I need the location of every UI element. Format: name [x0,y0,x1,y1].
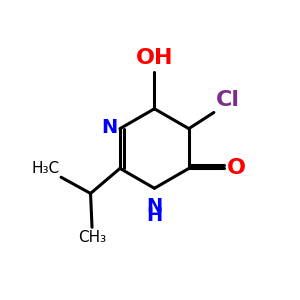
Text: N: N [146,197,163,216]
Text: H: H [146,206,163,225]
Text: O: O [227,158,246,178]
Text: OH: OH [136,48,173,68]
Text: N: N [101,118,117,137]
Text: Cl: Cl [216,90,240,110]
Text: CH₃: CH₃ [78,230,106,244]
Text: H₃C: H₃C [32,161,60,176]
